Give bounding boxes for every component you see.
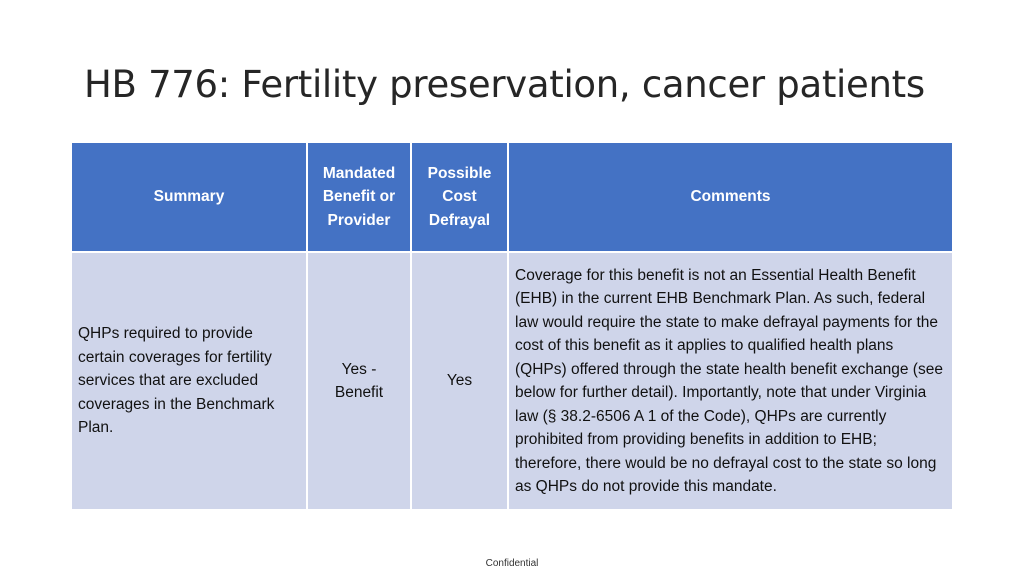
footer-confidential: Confidential bbox=[485, 558, 539, 569]
header-summary: Summary bbox=[70, 141, 308, 253]
cell-mandated-benefit: Yes - Benefit bbox=[306, 251, 412, 511]
header-comments: Comments bbox=[507, 141, 954, 253]
benefit-table: Summary Mandated Benefit or Provider Pos… bbox=[70, 141, 954, 511]
header-cost-defrayal: Possible Cost Defrayal bbox=[410, 141, 509, 253]
slide-title: HB 776: Fertility preservation, cancer p… bbox=[84, 63, 925, 106]
cell-summary: QHPs required to provide certain coverag… bbox=[70, 251, 308, 511]
cell-cost-defrayal: Yes bbox=[410, 251, 509, 511]
table-header-row: Summary Mandated Benefit or Provider Pos… bbox=[70, 141, 954, 253]
header-mandated-benefit: Mandated Benefit or Provider bbox=[306, 141, 412, 253]
cell-comments: Coverage for this benefit is not an Esse… bbox=[507, 251, 954, 511]
table-row: QHPs required to provide certain coverag… bbox=[70, 251, 954, 511]
